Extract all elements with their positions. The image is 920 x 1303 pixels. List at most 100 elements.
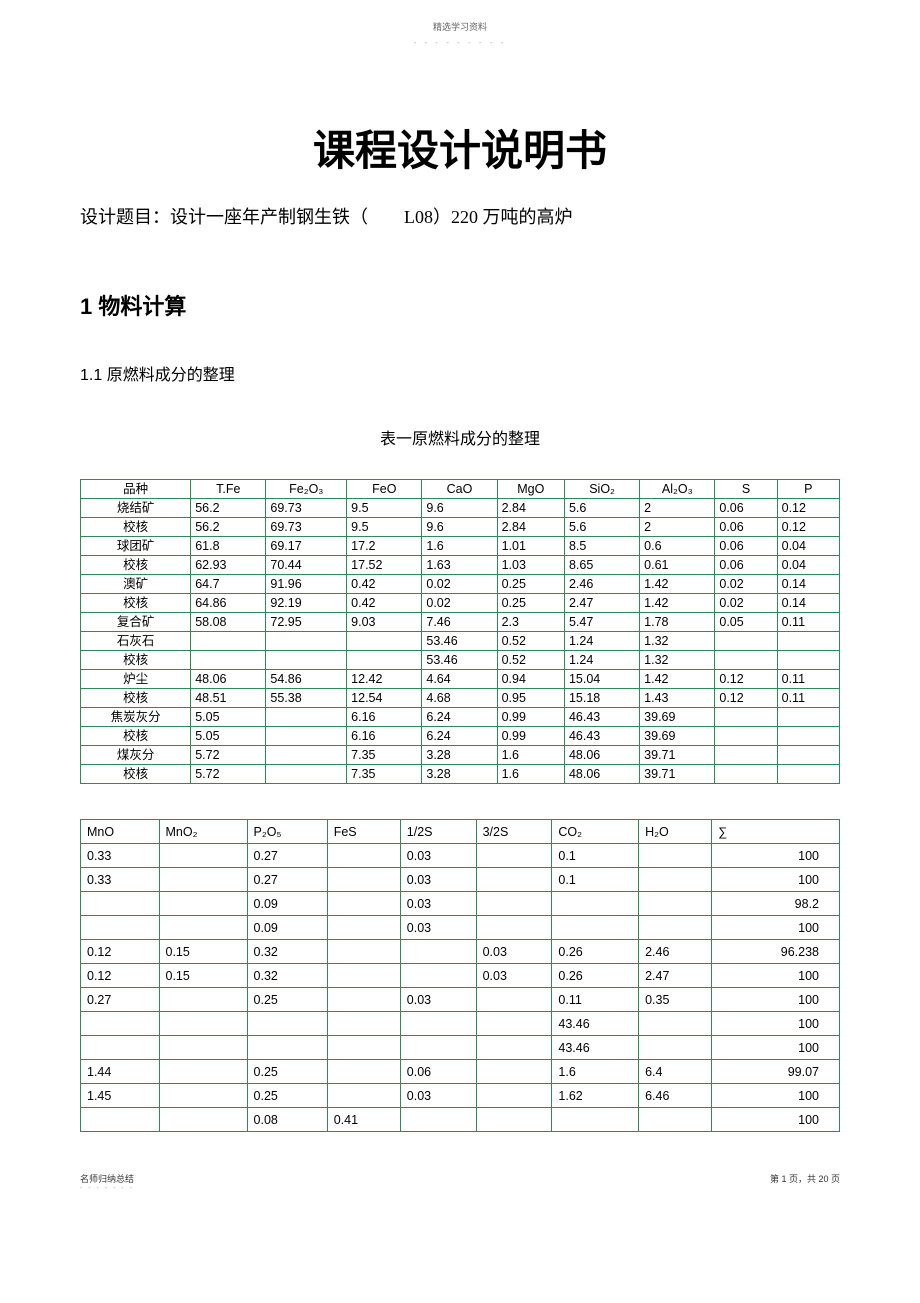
table2-cell bbox=[81, 1012, 160, 1036]
table1-row: 石灰石53.460.521.241.32 bbox=[81, 632, 840, 651]
table2-cell bbox=[639, 916, 712, 940]
table2-cell: 0.25 bbox=[247, 1060, 327, 1084]
table1-row: 校核5.727.353.281.648.0639.71 bbox=[81, 765, 840, 784]
table1-cell: 0.11 bbox=[777, 613, 839, 632]
table2-cell: 1.45 bbox=[81, 1084, 160, 1108]
table2-cell: 6.46 bbox=[639, 1084, 712, 1108]
table1-cell: 0.02 bbox=[715, 594, 777, 613]
table1-cell: 球团矿 bbox=[81, 537, 191, 556]
table1-cell: 1.78 bbox=[640, 613, 715, 632]
table2-cell bbox=[476, 868, 552, 892]
table1-cell bbox=[266, 727, 347, 746]
table2-cell: 100 bbox=[712, 916, 840, 940]
table1-cell: 56.2 bbox=[191, 499, 266, 518]
table2-cell: 100 bbox=[712, 1036, 840, 1060]
table2-cell: 0.09 bbox=[247, 892, 327, 916]
table1-cell: 9.5 bbox=[347, 499, 422, 518]
table1-cell: 校核 bbox=[81, 727, 191, 746]
table1-cell: 5.72 bbox=[191, 765, 266, 784]
table2-cell bbox=[327, 1012, 400, 1036]
table2-col-0: MnO bbox=[81, 820, 160, 844]
table1-cell: 5.6 bbox=[564, 518, 639, 537]
table1-cell bbox=[347, 632, 422, 651]
table2-cell: 0.27 bbox=[81, 988, 160, 1012]
table2-cell bbox=[400, 964, 476, 988]
table1-cell: 0.42 bbox=[347, 594, 422, 613]
table1-cell bbox=[266, 632, 347, 651]
table1-cell: 1.43 bbox=[640, 689, 715, 708]
header-dots: - - - - - - - - - bbox=[80, 38, 840, 47]
table-1: 品种T.FeFe₂O₃FeOCaOMgOSiO₂Al₂O₃SP 烧结矿56.26… bbox=[80, 479, 840, 784]
table2-cell: 0.03 bbox=[400, 1084, 476, 1108]
table1-cell: 53.46 bbox=[422, 632, 497, 651]
table2-cell bbox=[476, 1012, 552, 1036]
table-2: MnOMnO₂P₂O₅FeS1/2S3/2SCO₂H₂O∑ 0.330.270.… bbox=[80, 819, 840, 1132]
table1-row: 校核53.460.521.241.32 bbox=[81, 651, 840, 670]
table2-cell bbox=[476, 1036, 552, 1060]
table2-cell bbox=[476, 916, 552, 940]
table1-cell bbox=[777, 632, 839, 651]
table1-cell bbox=[715, 708, 777, 727]
table1-cell: 5.47 bbox=[564, 613, 639, 632]
table1-cell: 54.86 bbox=[266, 670, 347, 689]
table1-cell: 2.84 bbox=[497, 518, 564, 537]
table1-cell: 煤灰分 bbox=[81, 746, 191, 765]
table1-cell: 48.06 bbox=[564, 765, 639, 784]
table2-cell bbox=[159, 1084, 247, 1108]
table2-cell bbox=[159, 868, 247, 892]
table2-row: 0.120.150.320.030.262.47100 bbox=[81, 964, 840, 988]
table1-cell bbox=[777, 765, 839, 784]
table1-cell: 15.18 bbox=[564, 689, 639, 708]
footer-left-dots: - - - - - - - bbox=[80, 1185, 134, 1192]
table1-cell: 0.02 bbox=[422, 575, 497, 594]
table1-cell: 1.03 bbox=[497, 556, 564, 575]
table1-cell bbox=[266, 708, 347, 727]
table1-cell: 0.12 bbox=[715, 689, 777, 708]
table1-cell: 39.71 bbox=[640, 746, 715, 765]
table1-cell bbox=[715, 632, 777, 651]
table2-cell bbox=[476, 892, 552, 916]
table1-col-6: SiO₂ bbox=[564, 480, 639, 499]
table1-cell: 53.46 bbox=[422, 651, 497, 670]
table2-cell: 100 bbox=[712, 964, 840, 988]
table1-col-1: T.Fe bbox=[191, 480, 266, 499]
table1-cell: 校核 bbox=[81, 651, 191, 670]
table1-cell: 17.2 bbox=[347, 537, 422, 556]
table2-cell bbox=[639, 1108, 712, 1132]
table1-cell: 炉尘 bbox=[81, 670, 191, 689]
table2-cell bbox=[639, 1012, 712, 1036]
table1-cell: 12.42 bbox=[347, 670, 422, 689]
table2-row: 43.46100 bbox=[81, 1036, 840, 1060]
table2-row: 1.450.250.031.626.46100 bbox=[81, 1084, 840, 1108]
table1-cell: 8.5 bbox=[564, 537, 639, 556]
table2-row: 0.330.270.030.1100 bbox=[81, 844, 840, 868]
table1-cell bbox=[777, 746, 839, 765]
table2-col-4: 1/2S bbox=[400, 820, 476, 844]
table1-col-7: Al₂O₃ bbox=[640, 480, 715, 499]
table1-cell: 39.69 bbox=[640, 708, 715, 727]
table1-col-8: S bbox=[715, 480, 777, 499]
table2-cell: 100 bbox=[712, 868, 840, 892]
table1-cell: 4.64 bbox=[422, 670, 497, 689]
table2-col-3: FeS bbox=[327, 820, 400, 844]
table2-cell bbox=[327, 940, 400, 964]
table1-cell: 6.24 bbox=[422, 727, 497, 746]
table1-caption: 表一原燃料成分的整理 bbox=[80, 425, 840, 449]
table1-cell: 1.42 bbox=[640, 594, 715, 613]
table1-cell: 6.16 bbox=[347, 727, 422, 746]
table1-cell: 61.8 bbox=[191, 537, 266, 556]
table1-row: 烧结矿56.269.739.59.62.845.620.060.12 bbox=[81, 499, 840, 518]
header-label: 精选学习资料 bbox=[80, 20, 840, 33]
table1-cell: 69.73 bbox=[266, 499, 347, 518]
table1-cell: 8.65 bbox=[564, 556, 639, 575]
table2-cell bbox=[81, 1108, 160, 1132]
footer-left: 名师归纳总结 bbox=[80, 1172, 134, 1185]
table2-cell: 0.03 bbox=[476, 940, 552, 964]
table2-cell bbox=[400, 1012, 476, 1036]
table1-cell bbox=[777, 727, 839, 746]
table2-cell bbox=[327, 892, 400, 916]
table1-cell bbox=[715, 765, 777, 784]
table1-row: 炉尘48.0654.8612.424.640.9415.041.420.120.… bbox=[81, 670, 840, 689]
table1-cell: 15.04 bbox=[564, 670, 639, 689]
table2-cell bbox=[327, 1036, 400, 1060]
